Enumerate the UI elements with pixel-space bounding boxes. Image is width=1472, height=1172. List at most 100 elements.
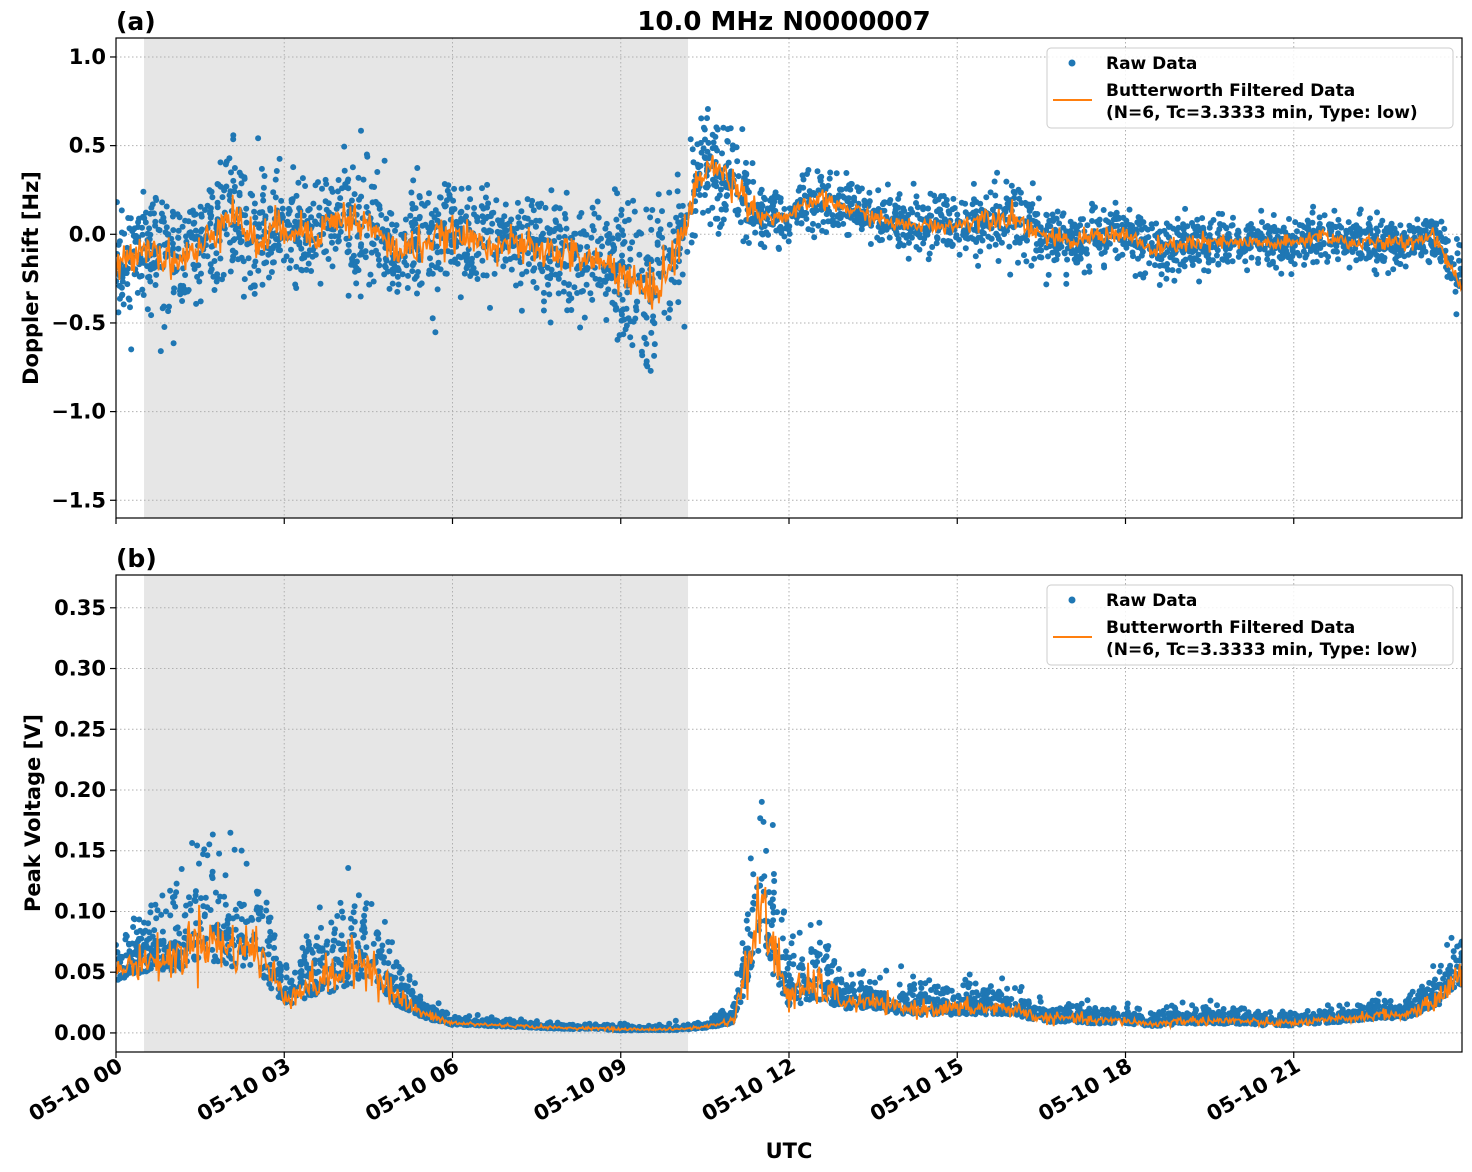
raw-data-point — [139, 286, 146, 293]
raw-data-point — [219, 276, 225, 283]
raw-data-point — [501, 228, 508, 235]
raw-data-point — [1067, 218, 1074, 225]
raw-data-point — [1222, 251, 1229, 258]
raw-data-point — [1001, 206, 1008, 213]
raw-data-point — [1203, 252, 1210, 259]
raw-data-point — [298, 245, 305, 252]
raw-data-point — [232, 226, 239, 233]
raw-data-point — [363, 151, 370, 158]
raw-data-point — [416, 213, 423, 220]
raw-data-point — [260, 184, 267, 191]
raw-data-point — [1424, 222, 1431, 229]
raw-data-point — [971, 226, 978, 233]
raw-data-point — [212, 889, 219, 896]
raw-data-point — [409, 200, 416, 207]
raw-data-point — [182, 217, 189, 224]
raw-data-point — [293, 192, 300, 199]
raw-data-point — [228, 169, 234, 176]
raw-data-point — [1119, 251, 1126, 258]
raw-data-point — [1119, 221, 1126, 228]
raw-data-point — [720, 216, 727, 223]
raw-data-point — [467, 196, 474, 203]
raw-data-point — [1411, 249, 1418, 256]
raw-data-point — [405, 272, 411, 279]
raw-data-point — [121, 230, 128, 237]
raw-data-point — [962, 976, 969, 983]
raw-data-point — [1163, 262, 1170, 269]
raw-data-point — [148, 312, 155, 319]
raw-data-point — [1008, 182, 1015, 189]
raw-data-point — [227, 197, 233, 204]
raw-data-point — [636, 229, 643, 236]
raw-data-point — [1053, 256, 1060, 263]
raw-data-point — [1374, 228, 1381, 235]
raw-data-point — [1171, 277, 1178, 284]
raw-data-point — [284, 218, 291, 225]
raw-data-point — [479, 185, 485, 192]
raw-data-point — [993, 230, 1000, 237]
raw-data-point — [1286, 216, 1292, 222]
raw-data-point — [639, 267, 645, 274]
raw-data-point — [618, 311, 625, 318]
y-tick-label: −1.0 — [51, 400, 106, 424]
raw-data-point — [800, 176, 807, 183]
raw-data-point — [1318, 241, 1325, 248]
raw-data-point — [1036, 254, 1043, 260]
raw-data-point — [778, 230, 785, 236]
raw-data-point — [1347, 226, 1354, 233]
raw-data-point — [992, 241, 999, 248]
raw-data-point — [465, 185, 472, 191]
raw-data-point — [950, 195, 957, 202]
raw-data-point — [295, 179, 302, 186]
x-tick-label: 05-10 12 — [698, 1054, 800, 1127]
raw-data-point — [451, 185, 458, 192]
raw-data-point — [551, 205, 558, 212]
raw-data-point — [734, 158, 741, 165]
raw-data-point — [620, 306, 627, 313]
raw-data-point — [329, 239, 335, 246]
raw-data-point — [1049, 249, 1056, 256]
y-tick-label: 0.25 — [54, 717, 106, 741]
raw-data-point — [510, 254, 517, 261]
raw-data-point — [705, 207, 712, 214]
raw-data-point — [1328, 1006, 1335, 1013]
panel-b: 05-10 00 05-10 03 05-10 06 05-10 09 05-10 12… — [25, 574, 1463, 1127]
raw-data-point — [700, 209, 706, 216]
raw-data-point — [815, 187, 822, 194]
raw-data-point — [898, 963, 905, 970]
raw-data-point — [940, 237, 947, 244]
raw-data-point — [299, 255, 306, 262]
y-tick-label: 0.05 — [54, 960, 106, 984]
raw-data-point — [1018, 235, 1025, 242]
raw-data-point — [1397, 222, 1404, 229]
raw-data-point — [895, 243, 902, 250]
raw-data-point — [1171, 257, 1178, 264]
raw-data-point — [826, 175, 833, 182]
raw-data-point — [364, 232, 370, 239]
raw-data-point — [665, 315, 672, 322]
raw-data-point — [369, 199, 376, 206]
raw-data-point — [325, 256, 332, 262]
raw-data-point — [217, 159, 224, 166]
raw-data-point — [964, 211, 971, 218]
raw-data-point — [674, 171, 681, 178]
raw-data-point — [1049, 211, 1056, 218]
raw-data-point — [776, 225, 783, 232]
raw-data-point — [116, 309, 122, 316]
raw-data-point — [704, 180, 711, 187]
raw-data-point — [361, 912, 368, 919]
raw-data-point — [349, 164, 356, 171]
raw-data-point — [691, 232, 698, 239]
raw-data-point — [722, 206, 729, 213]
raw-data-point — [673, 214, 680, 221]
raw-data-point — [1288, 271, 1295, 278]
raw-data-point — [589, 204, 596, 211]
raw-data-point — [1356, 210, 1363, 217]
raw-data-point — [1247, 225, 1254, 232]
raw-data-point — [1012, 985, 1018, 992]
raw-data-point — [624, 289, 631, 296]
raw-data-point — [221, 187, 228, 194]
raw-data-point — [375, 201, 382, 208]
raw-data-point — [273, 236, 279, 242]
raw-data-point — [235, 256, 242, 263]
